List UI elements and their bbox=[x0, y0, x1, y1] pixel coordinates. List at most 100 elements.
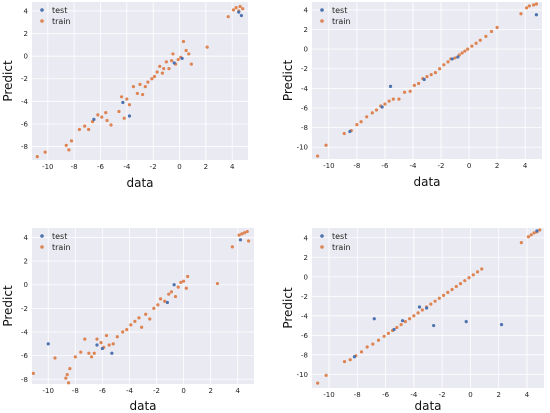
y-axis-label: Predict bbox=[281, 287, 295, 329]
train-point bbox=[150, 77, 154, 81]
train-point bbox=[519, 12, 523, 16]
test-point bbox=[499, 322, 504, 327]
train-point bbox=[478, 38, 482, 42]
legend-marker-test bbox=[40, 234, 44, 238]
train-point bbox=[163, 299, 167, 303]
train-point bbox=[450, 287, 454, 292]
train-point bbox=[186, 274, 190, 279]
train-point bbox=[83, 124, 87, 128]
x-tick-label: 0 bbox=[181, 387, 185, 395]
legend-marker-test bbox=[320, 8, 324, 12]
y-tick-label: -6 bbox=[301, 104, 309, 112]
x-tick-label: -2 bbox=[153, 387, 160, 395]
test-point bbox=[239, 13, 244, 18]
train-point bbox=[495, 25, 499, 30]
x-tick-label: -4 bbox=[409, 162, 417, 170]
train-point bbox=[129, 323, 133, 327]
train-point bbox=[133, 319, 137, 323]
train-point bbox=[437, 296, 441, 300]
y-tick-label: 0 bbox=[24, 281, 28, 289]
test-point bbox=[388, 84, 393, 88]
train-point bbox=[138, 82, 142, 86]
train-point bbox=[246, 239, 251, 243]
x-tick-label: -8 bbox=[353, 162, 360, 170]
y-axis-label: Predict bbox=[1, 60, 15, 102]
train-point bbox=[65, 372, 69, 377]
train-point bbox=[140, 325, 144, 329]
train-point bbox=[527, 4, 531, 8]
x-tick-label: 4 bbox=[236, 387, 241, 395]
train-point bbox=[66, 381, 71, 385]
train-point bbox=[355, 123, 359, 127]
train-point bbox=[155, 70, 159, 74]
y-tick-label: 2 bbox=[304, 26, 308, 34]
train-point bbox=[176, 57, 180, 62]
train-point bbox=[480, 267, 484, 271]
train-point bbox=[365, 115, 369, 119]
train-point bbox=[35, 155, 39, 159]
train-point bbox=[425, 74, 429, 79]
test-point bbox=[372, 317, 376, 321]
x-tick-label: -2 bbox=[439, 391, 446, 399]
y-tick-label: 4 bbox=[304, 6, 309, 14]
y-tick-label: -8 bbox=[301, 351, 308, 359]
train-point bbox=[182, 279, 186, 283]
test-point bbox=[121, 100, 125, 105]
test-point bbox=[95, 343, 99, 347]
train-point bbox=[187, 52, 191, 56]
train-point bbox=[316, 381, 320, 385]
test-point bbox=[424, 306, 429, 310]
train-point bbox=[107, 343, 111, 347]
train-point bbox=[416, 311, 420, 315]
x-tick-label: -10 bbox=[323, 162, 334, 170]
test-point bbox=[534, 13, 538, 17]
y-tick-label: 2 bbox=[24, 258, 28, 266]
legend-marker-train bbox=[40, 245, 44, 249]
train-point bbox=[230, 245, 234, 249]
chart-panel-3: -10 -8 -6 -4 -2 0 2 4 -8 -6 -4 -2 0 2 4 data Predict test… bbox=[1, 228, 254, 413]
train-point bbox=[64, 143, 68, 147]
train-point bbox=[104, 333, 109, 338]
plot-area bbox=[32, 2, 248, 160]
test-point bbox=[432, 323, 436, 328]
train-point bbox=[245, 229, 249, 234]
test-point bbox=[392, 327, 396, 332]
train-point bbox=[348, 358, 352, 362]
y-tick-label: 0 bbox=[304, 46, 308, 54]
train-point bbox=[125, 97, 129, 101]
train-point bbox=[532, 231, 536, 235]
train-point bbox=[519, 241, 523, 245]
x-tick-label: -2 bbox=[150, 163, 157, 171]
test-point bbox=[110, 351, 114, 355]
train-point bbox=[412, 314, 416, 318]
train-point bbox=[31, 371, 35, 375]
x-tick-label: -10 bbox=[42, 163, 53, 171]
train-point bbox=[226, 15, 230, 19]
train-point bbox=[104, 111, 108, 115]
series-train bbox=[31, 229, 251, 385]
train-point bbox=[215, 281, 220, 286]
train-point bbox=[241, 7, 245, 11]
train-point bbox=[105, 118, 109, 123]
train-point bbox=[484, 34, 488, 38]
train-point bbox=[152, 306, 156, 310]
test-point bbox=[237, 10, 241, 14]
train-point bbox=[453, 56, 457, 60]
x-tick-label: 2 bbox=[204, 163, 208, 171]
y-tick-label: -2 bbox=[21, 305, 28, 313]
test-point bbox=[352, 355, 357, 359]
train-point bbox=[109, 123, 113, 127]
train-point bbox=[68, 367, 72, 371]
train-point bbox=[156, 303, 160, 307]
test-point bbox=[348, 129, 352, 134]
x-tick-label: 4 bbox=[523, 162, 528, 170]
train-point bbox=[173, 294, 178, 299]
legend-label-train: train bbox=[332, 17, 351, 26]
x-tick-label: 0 bbox=[468, 391, 472, 399]
train-point bbox=[181, 39, 186, 44]
train-point bbox=[374, 108, 379, 112]
x-axis-label: data bbox=[126, 176, 153, 190]
train-point bbox=[162, 66, 166, 71]
x-tick-label: 4 bbox=[230, 163, 235, 171]
train-point bbox=[402, 90, 407, 94]
